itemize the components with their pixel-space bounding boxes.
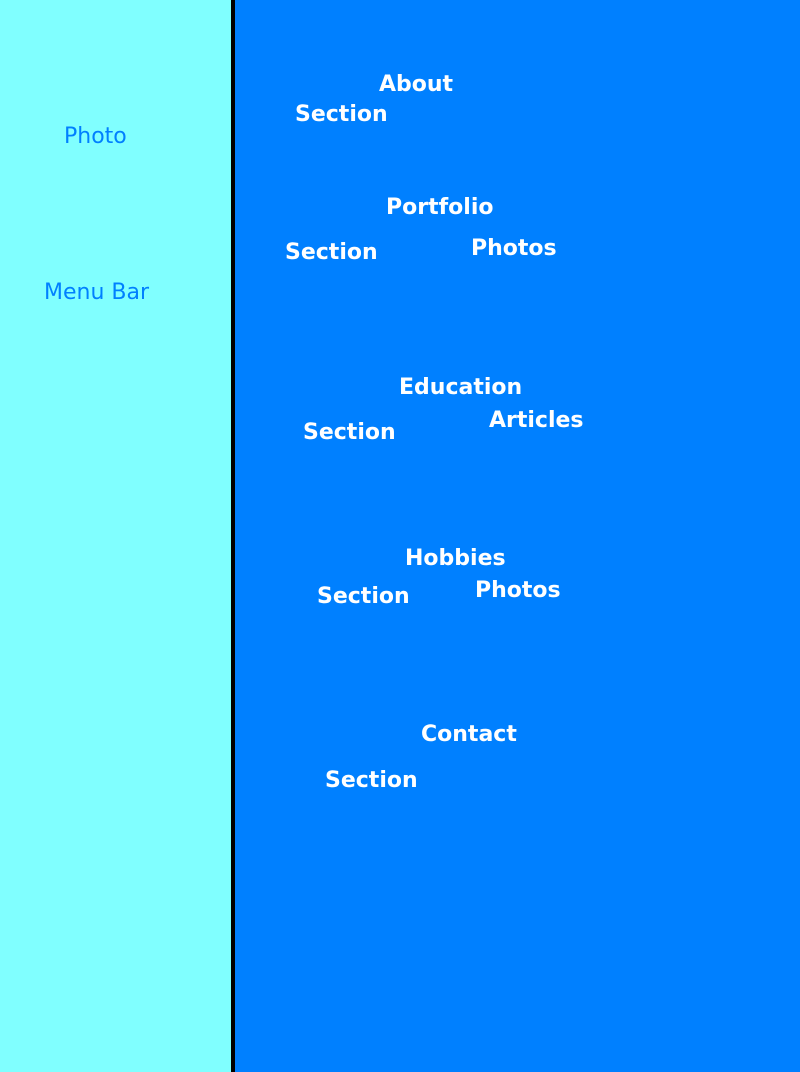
about-section-label: Section bbox=[295, 102, 388, 127]
hobbies-photos-label: Photos bbox=[475, 578, 561, 603]
main-content: About Section Portfolio Section Photos E… bbox=[235, 0, 800, 1072]
menu-bar-placeholder-label: Menu Bar bbox=[44, 280, 150, 305]
contact-title-label: Contact bbox=[421, 722, 517, 747]
hobbies-section-label: Section bbox=[317, 584, 410, 609]
hobbies-title-label: Hobbies bbox=[405, 546, 506, 571]
portfolio-title-label: Portfolio bbox=[386, 195, 494, 220]
sidebar: Photo Menu Bar bbox=[0, 0, 231, 1072]
contact-section-label: Section bbox=[325, 768, 418, 793]
photo-placeholder-label: Photo bbox=[64, 124, 127, 149]
portfolio-photos-label: Photos bbox=[471, 236, 557, 261]
about-title-label: About bbox=[379, 72, 454, 97]
education-articles-label: Articles bbox=[489, 408, 584, 433]
portfolio-section-label: Section bbox=[285, 240, 378, 265]
divider bbox=[231, 0, 235, 1072]
education-title-label: Education bbox=[399, 375, 523, 400]
education-section-label: Section bbox=[303, 420, 396, 445]
